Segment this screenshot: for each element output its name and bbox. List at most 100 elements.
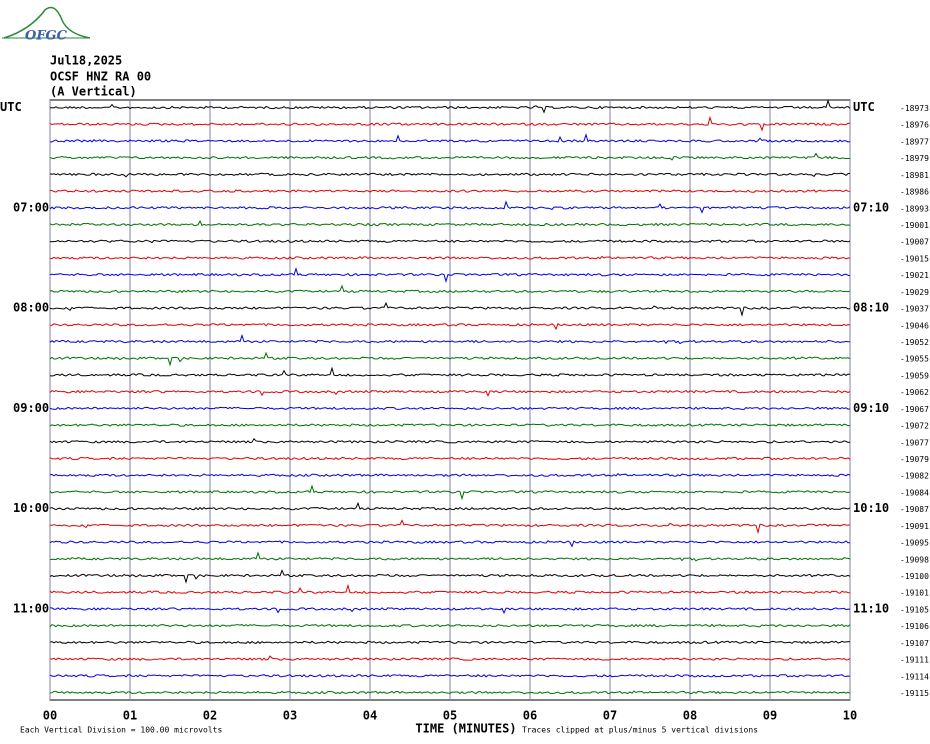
trace-label: -19115 <box>900 689 929 698</box>
trace-label: -18993 <box>900 204 929 213</box>
trace <box>49 569 851 584</box>
trace-label: -18979 <box>900 154 929 163</box>
trace <box>49 623 851 628</box>
trace <box>49 255 851 260</box>
left-time-label: 10:00 <box>13 501 49 515</box>
trace <box>49 484 851 501</box>
trace <box>49 152 851 161</box>
trace-label: -19067 <box>900 405 929 414</box>
trace <box>49 456 851 461</box>
trace-label: -19087 <box>900 505 929 514</box>
logo-curve <box>3 6 91 39</box>
right-time-label: 09:10 <box>853 401 889 415</box>
trace-label: -19079 <box>900 455 929 464</box>
trace-label: -19046 <box>900 321 929 330</box>
trace-label: -18986 <box>900 188 929 197</box>
trace-label: -19055 <box>900 355 929 364</box>
trace <box>49 437 851 444</box>
trace <box>50 551 851 562</box>
x-tick-label: 01 <box>123 709 137 723</box>
right-time-label: UTC <box>853 100 875 114</box>
x-tick-label: 08 <box>683 709 697 723</box>
trace-label: -19021 <box>900 271 929 280</box>
trace-label: -19091 <box>900 522 929 531</box>
trace <box>49 301 851 317</box>
left-time-label: 11:00 <box>13 601 49 615</box>
left-time-label: 08:00 <box>13 301 49 315</box>
trace <box>49 366 851 377</box>
trace-label: -19098 <box>900 555 929 564</box>
trace <box>49 115 851 132</box>
trace-label: -19015 <box>900 254 929 263</box>
x-tick-label: 05 <box>443 709 457 723</box>
trace <box>49 284 851 294</box>
right-time-label: 10:10 <box>853 501 889 515</box>
trace-label: -19111 <box>900 656 929 665</box>
trace <box>49 322 851 331</box>
trace-label: -19077 <box>900 438 929 447</box>
trace <box>49 690 851 695</box>
trace <box>50 99 851 114</box>
left-time-label: UTC <box>0 100 22 114</box>
x-tick-label: 02 <box>203 709 217 723</box>
trace <box>49 133 851 143</box>
trace <box>49 519 851 535</box>
trace-label: -19106 <box>900 622 929 631</box>
trace-label: -18976 <box>900 121 929 130</box>
right-time-label: 11:10 <box>853 601 889 615</box>
logo-text: OFGC <box>25 29 68 44</box>
x-tick-label: 10 <box>843 709 857 723</box>
date: Jul18,2025 <box>50 54 122 68</box>
trace-label: -19095 <box>900 539 929 548</box>
footer-clip: Traces clipped at plus/minus 5 vertical … <box>522 726 758 735</box>
trace-label: -19101 <box>900 589 929 598</box>
trace <box>49 423 851 427</box>
x-axis-label: TIME (MINUTES) <box>415 722 516 736</box>
trace <box>49 389 851 397</box>
trace <box>49 655 851 661</box>
right-time-label: 07:10 <box>853 200 889 214</box>
x-tick-label: 09 <box>763 709 777 723</box>
trace-label: -19029 <box>900 288 929 297</box>
trace-label: -19059 <box>900 371 929 380</box>
trace <box>49 333 851 345</box>
trace <box>49 351 851 367</box>
trace <box>49 172 851 178</box>
x-tick-label: 00 <box>43 709 57 723</box>
x-tick-label: 07 <box>603 709 617 723</box>
trace <box>49 540 851 548</box>
station: OCSF HNZ RA 00 <box>50 70 151 84</box>
x-tick-label: 04 <box>363 709 377 723</box>
right-time-label: 08:10 <box>853 301 889 315</box>
left-time-label: 09:00 <box>13 401 49 415</box>
trace <box>50 607 851 615</box>
trace <box>49 219 851 227</box>
left-time-label: 07:00 <box>13 200 49 214</box>
trace-label: -19082 <box>900 472 929 481</box>
trace-label: -19007 <box>900 238 929 247</box>
trace <box>49 473 851 477</box>
trace-label: -19037 <box>900 305 929 314</box>
trace-label: -19100 <box>900 572 929 581</box>
trace-label: -18977 <box>900 137 929 146</box>
trace <box>49 640 850 645</box>
trace-label: -19001 <box>900 221 929 230</box>
trace <box>49 239 851 244</box>
footer-scale: Each Vertical Division = 100.00 microvol… <box>20 726 222 735</box>
trace-label: -18973 <box>900 104 929 113</box>
x-tick-label: 06 <box>523 709 537 723</box>
trace-label: -19062 <box>900 388 929 397</box>
trace <box>49 189 851 193</box>
trace <box>49 674 851 678</box>
trace-label: -19072 <box>900 422 929 431</box>
trace <box>49 501 851 511</box>
trace-label: -19114 <box>900 672 929 681</box>
x-tick-label: 03 <box>283 709 297 723</box>
component: (A Vertical) <box>50 85 137 99</box>
trace-label: -19084 <box>900 488 929 497</box>
trace <box>49 267 851 284</box>
trace-label: -19105 <box>900 605 929 614</box>
trace-label: -19052 <box>900 338 929 347</box>
trace <box>49 200 851 214</box>
